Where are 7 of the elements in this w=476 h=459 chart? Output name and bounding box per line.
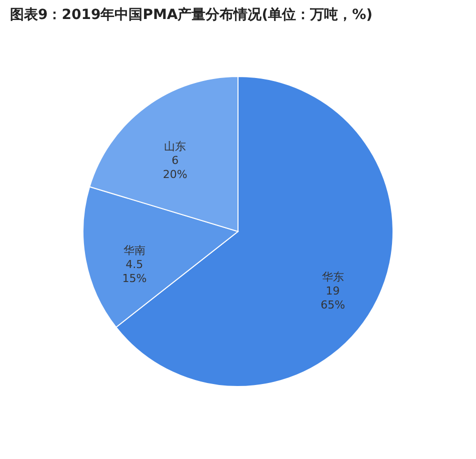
data-label: 19 65% (320, 284, 346, 312)
slice-label: 华南 (123, 244, 146, 258)
data-label: 4.5 15% (122, 258, 147, 286)
slice-label: 华东 (322, 270, 344, 284)
slice-label: 山东 (164, 140, 186, 153)
chart-title: 图表9：2019年中国PMA产量分布情况(单位：万吨，%) (10, 6, 373, 23)
data-label: 6 20% (162, 154, 188, 181)
